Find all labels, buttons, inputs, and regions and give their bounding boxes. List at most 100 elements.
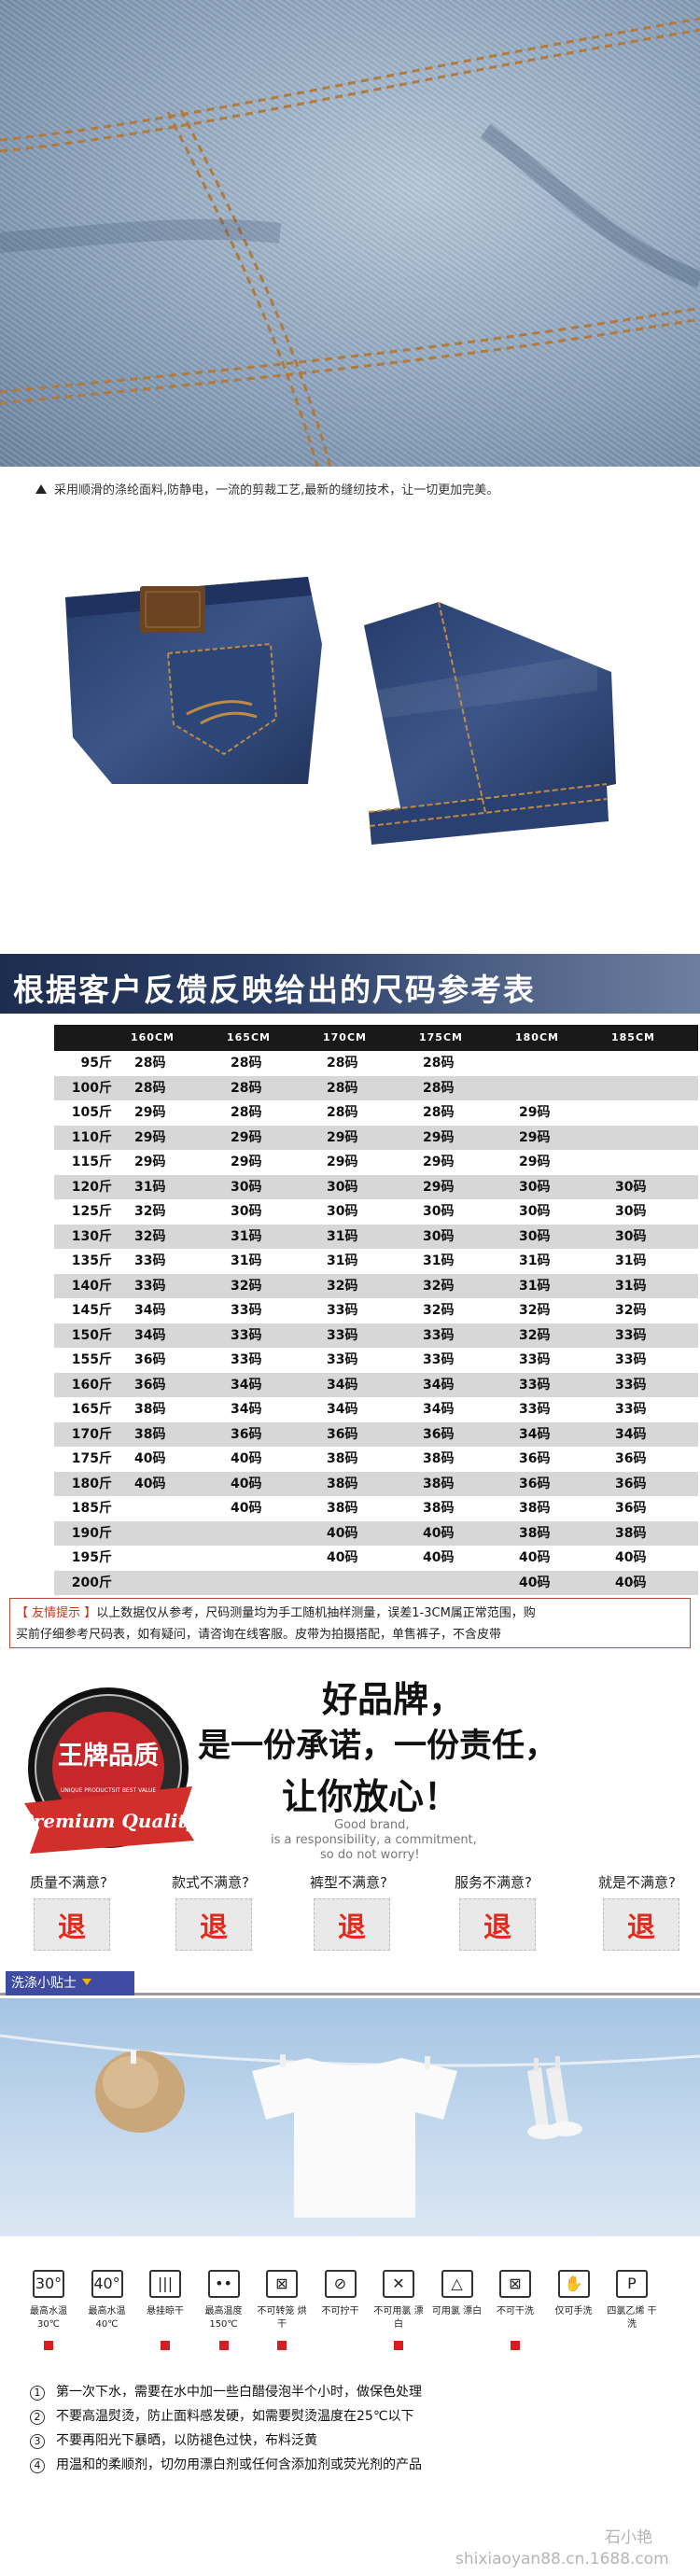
size-cell: 29码 xyxy=(519,1155,551,1169)
size-cell: 29码 xyxy=(519,1129,551,1145)
size-cell: 40码 xyxy=(231,1476,262,1491)
size-cell: 32码 xyxy=(423,1278,455,1294)
size-cell: 28码 xyxy=(134,1056,166,1071)
tip-line-1: 以上数据仅从参考，尺码测量均为手工随机抽样测量，误差1-3CM属正常范围，购 xyxy=(96,1606,536,1620)
weight-cell: 180斤 xyxy=(71,1476,112,1491)
size-cell: 36码 xyxy=(615,1451,647,1466)
size-row: 130斤 32码 31码 31码 30码 30码 30码 xyxy=(54,1224,698,1249)
height-header: 170CM xyxy=(323,1031,367,1043)
size-cell: 29码 xyxy=(423,1129,455,1145)
size-cell: 31码 xyxy=(615,1278,647,1294)
weight-cell: 130斤 xyxy=(71,1228,112,1244)
size-cell: 40码 xyxy=(134,1451,166,1466)
care-label: 不可用氯 漂白 xyxy=(373,2306,424,2330)
no-dry-clean-icon: ⊠ xyxy=(499,2270,531,2298)
return-badge xyxy=(34,1898,110,1951)
size-cell: 32码 xyxy=(134,1204,166,1219)
size-cell: 33码 xyxy=(423,1327,455,1343)
size-cell: 30码 xyxy=(231,1204,262,1219)
size-cell: 36码 xyxy=(423,1426,455,1442)
shop-url: shixiaoyan88.cn.1688.com xyxy=(455,2550,669,2569)
seal-arc-text: UNIQUE PRODUCTSIT BEST VALUE xyxy=(61,1787,157,1794)
weight-cell: 100斤 xyxy=(71,1080,112,1096)
return-question: 服务不满意? xyxy=(455,1874,532,1891)
size-cell: 33码 xyxy=(615,1402,647,1417)
weight-cell: 105斤 xyxy=(71,1105,112,1120)
seal-ribbon-text: Premium Quality xyxy=(19,1810,199,1832)
header-corner xyxy=(54,1025,112,1051)
size-cell: 30码 xyxy=(327,1204,358,1219)
size-cell: 34码 xyxy=(519,1426,551,1442)
care-label: 最高水温 40℃ xyxy=(88,2306,126,2330)
size-cell: 40码 xyxy=(231,1501,262,1516)
care-label: 不可拧干 xyxy=(321,2306,359,2317)
jeans-illustration xyxy=(65,577,616,845)
size-cell xyxy=(593,1051,689,1076)
size-cell: 28码 xyxy=(134,1080,166,1096)
care-label: 四氯乙烯 干洗 xyxy=(607,2306,657,2330)
size-cell: 31码 xyxy=(327,1228,358,1244)
size-cell: 33码 xyxy=(327,1303,358,1318)
care-label: 可用氯 漂白 xyxy=(431,2306,483,2317)
english-slogan-3: so do not worry! xyxy=(320,1848,420,1862)
size-cell: 31码 xyxy=(519,1253,551,1268)
size-cell: 33码 xyxy=(327,1352,358,1367)
caption-text: 采用顺滑的涤纶面料,防静电，一流的剪裁工艺,最新的缝纫技术，让一切更加完美。 xyxy=(54,483,499,497)
return-text: 退 xyxy=(627,1911,655,1944)
return-text: 退 xyxy=(338,1911,366,1944)
size-cell: 29码 xyxy=(519,1105,551,1120)
jeans-product-photo xyxy=(0,504,700,952)
size-cell: 29码 xyxy=(327,1129,358,1145)
size-cell: 28码 xyxy=(327,1105,358,1120)
return-question: 款式不满意? xyxy=(172,1874,249,1891)
wash-note: 4 用温和的柔顺剂，切勿用漂白剂或任何含添加剂或荧光剂的产品 xyxy=(30,2455,422,2473)
laundry-line-photo xyxy=(0,1998,700,2236)
size-cell: 30码 xyxy=(423,1228,455,1244)
weight-cell: 140斤 xyxy=(71,1278,112,1294)
size-row: 190斤 40码 40码 38码 38码 xyxy=(54,1520,698,1546)
size-cell: 31码 xyxy=(615,1253,647,1268)
return-text: 退 xyxy=(58,1911,86,1944)
size-cell: 36码 xyxy=(134,1377,166,1393)
size-cell: 28码 xyxy=(423,1056,455,1071)
care-label: 不可干洗 xyxy=(497,2306,534,2317)
size-row: 105斤 29码 28码 28码 28码 29码 xyxy=(54,1100,698,1126)
size-cell: 34码 xyxy=(423,1377,455,1393)
size-cell: 36码 xyxy=(327,1426,358,1442)
care-red-marker xyxy=(161,2341,170,2350)
return-badge xyxy=(314,1898,390,1951)
dropdown-arrow-icon xyxy=(82,1979,91,1985)
fabric-caption: 采用顺滑的涤纶面料,防静电，一流的剪裁工艺,最新的缝纫技术，让一切更加完美。 xyxy=(35,480,498,497)
wash-30-icon: 30° xyxy=(33,2270,64,2298)
size-cell: 28码 xyxy=(423,1080,455,1096)
size-row: 200斤 40码 40码 xyxy=(54,1570,698,1595)
size-cell: 30码 xyxy=(615,1204,647,1219)
size-cell: 40码 xyxy=(327,1525,358,1541)
size-row: 180斤 40码 40码 38码 38码 36码 36码 xyxy=(54,1471,698,1496)
size-cell: 28码 xyxy=(231,1080,262,1096)
size-cell: 30码 xyxy=(519,1179,551,1195)
size-row: 145斤 34码 33码 33码 32码 32码 32码 xyxy=(54,1298,698,1323)
weight-cell: 95斤 xyxy=(80,1056,112,1071)
size-row: 150斤 34码 33码 33码 33码 32码 33码 xyxy=(54,1323,698,1348)
size-cell: 34码 xyxy=(423,1402,455,1417)
size-cell: 29码 xyxy=(423,1179,455,1195)
size-cell: 38码 xyxy=(519,1501,551,1516)
size-cell: 32码 xyxy=(134,1228,166,1244)
height-header: 160CM xyxy=(131,1031,175,1043)
denim-fabric-closeup xyxy=(0,0,700,468)
height-header: 175CM xyxy=(419,1031,463,1043)
hand-wash-icon: ✋ xyxy=(557,2270,590,2298)
iron-150-icon: •• xyxy=(207,2270,240,2298)
size-cell: 34码 xyxy=(134,1327,166,1343)
size-cell: 40码 xyxy=(519,1550,551,1565)
size-cell: 30码 xyxy=(327,1179,358,1195)
return-text: 退 xyxy=(200,1911,228,1944)
premium-quality-seal: 王牌品质 UNIQUE PRODUCTSIT BEST VALUE Premiu… xyxy=(17,1682,200,1865)
size-cell xyxy=(497,1051,593,1076)
size-cell: 33码 xyxy=(231,1352,262,1367)
weight-cell: 200斤 xyxy=(71,1575,112,1590)
tip-label: 【 友情提示 】 xyxy=(16,1606,97,1620)
english-slogan-1: Good brand, xyxy=(334,1818,410,1832)
size-cell: 30码 xyxy=(423,1204,455,1219)
